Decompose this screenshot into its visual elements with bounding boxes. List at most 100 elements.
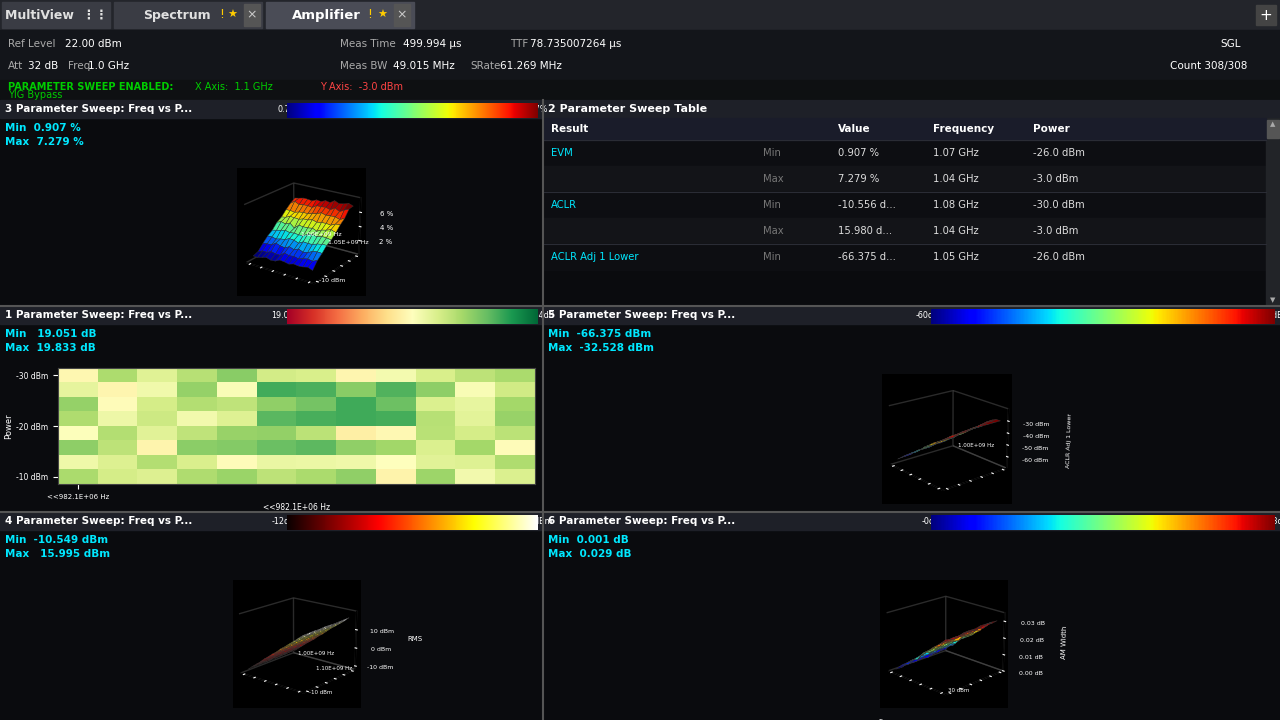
Text: Ref Level: Ref Level — [8, 39, 55, 49]
Text: 3 Parameter Sweep: Freq vs P...: 3 Parameter Sweep: Freq vs P... — [5, 104, 192, 114]
Bar — [543, 512, 1280, 530]
X-axis label: <<982.1E+06 Hz: <<982.1E+06 Hz — [262, 503, 330, 511]
Text: 32 dB: 32 dB — [28, 61, 59, 71]
Bar — [543, 140, 1266, 166]
Text: Max: Max — [763, 226, 783, 236]
Text: 7.7%: 7.7% — [527, 104, 548, 114]
Text: Power: Power — [1033, 124, 1070, 134]
Text: SGL: SGL — [1220, 39, 1240, 49]
Bar — [0, 100, 543, 118]
Text: -30.0 dBm: -30.0 dBm — [1033, 200, 1084, 210]
Bar — [114, 2, 262, 28]
Text: Min: Min — [763, 148, 781, 158]
Text: 1.04 GHz: 1.04 GHz — [933, 174, 979, 184]
Text: 0.03dB: 0.03dB — [1261, 516, 1280, 526]
Text: Att: Att — [8, 61, 23, 71]
Text: 19.04dB: 19.04dB — [271, 310, 303, 320]
Text: Min: Min — [763, 252, 781, 262]
Text: 61.269 MHz: 61.269 MHz — [500, 61, 562, 71]
Bar — [1267, 120, 1279, 138]
Text: 19.4dB: 19.4dB — [398, 310, 426, 320]
Text: ACLR Adj 1 Lower: ACLR Adj 1 Lower — [550, 252, 639, 262]
Text: Y Axis:  -3.0 dBm: Y Axis: -3.0 dBm — [320, 82, 403, 92]
Text: !: ! — [367, 9, 372, 22]
Text: Min  -10.549 dBm: Min -10.549 dBm — [5, 535, 108, 545]
Text: 1.04 GHz: 1.04 GHz — [933, 226, 979, 236]
Bar — [0, 512, 543, 530]
Text: Spectrum: Spectrum — [143, 9, 211, 22]
Text: X Axis:  1.1 GHz: X Axis: 1.1 GHz — [195, 82, 273, 92]
Text: 22.00 dBm: 22.00 dBm — [65, 39, 122, 49]
Text: 6%: 6% — [448, 104, 461, 114]
Text: Frequency: Frequency — [933, 124, 995, 134]
Text: 0.907 %: 0.907 % — [838, 148, 879, 158]
Text: ACLR: ACLR — [550, 200, 577, 210]
Text: 1.07 GHz: 1.07 GHz — [933, 148, 979, 158]
Bar — [0, 100, 1280, 720]
Bar — [1266, 118, 1280, 306]
Bar — [244, 4, 260, 26]
Bar — [1256, 5, 1276, 25]
Bar — [543, 306, 1280, 324]
Bar — [543, 218, 1266, 244]
Bar — [0, 0, 1280, 30]
Text: 1 Parameter Sweep: Freq vs P...: 1 Parameter Sweep: Freq vs P... — [5, 310, 192, 320]
Text: TTF: TTF — [509, 39, 529, 49]
Text: 4%: 4% — [365, 104, 378, 114]
Text: 15.980 d...: 15.980 d... — [838, 226, 892, 236]
Text: Min   19.051 dB: Min 19.051 dB — [5, 329, 96, 339]
Text: Min  0.001 dB: Min 0.001 dB — [548, 535, 628, 545]
Text: 0.01dB: 0.01dB — [1032, 516, 1060, 526]
Text: 1.05 GHz: 1.05 GHz — [933, 252, 979, 262]
Bar — [266, 2, 413, 28]
Y-axis label: Power: Power — [992, 514, 1014, 526]
Text: ★: ★ — [227, 10, 237, 20]
Text: 499.994 µs: 499.994 µs — [403, 39, 462, 49]
Bar — [543, 244, 1266, 270]
Text: Result: Result — [550, 124, 589, 134]
Bar — [543, 100, 1280, 306]
Text: SRate: SRate — [470, 61, 500, 71]
Text: Max   15.995 dBm: Max 15.995 dBm — [5, 549, 110, 559]
Bar — [0, 306, 543, 324]
Bar — [0, 80, 1280, 100]
Text: Max  0.029 dB: Max 0.029 dB — [548, 549, 631, 559]
Text: +: + — [1260, 7, 1272, 22]
Text: 0.02dB: 0.02dB — [1147, 516, 1175, 526]
Text: ▲: ▲ — [1270, 121, 1276, 127]
Text: Value: Value — [838, 124, 870, 134]
Text: ×: × — [247, 9, 257, 22]
Text: 0.7%: 0.7% — [278, 104, 297, 114]
Text: ★: ★ — [378, 10, 387, 20]
Text: 78.735007264 µs: 78.735007264 µs — [530, 39, 621, 49]
Text: 2 Parameter Sweep Table: 2 Parameter Sweep Table — [548, 104, 707, 114]
Text: -3.0 dBm: -3.0 dBm — [1033, 226, 1078, 236]
Text: 7.279 %: 7.279 % — [838, 174, 879, 184]
Text: -60dBm: -60dBm — [915, 310, 947, 320]
Text: 6 Parameter Sweep: Freq vs P...: 6 Parameter Sweep: Freq vs P... — [548, 516, 735, 526]
Text: -20dBm: -20dBm — [1260, 310, 1280, 320]
Text: -26.0 dBm: -26.0 dBm — [1033, 148, 1085, 158]
Bar — [3, 2, 110, 28]
Text: Min  0.907 %: Min 0.907 % — [5, 123, 81, 133]
Text: -0dB: -0dB — [922, 516, 941, 526]
Text: ×: × — [397, 9, 407, 22]
Text: Meas BW: Meas BW — [340, 61, 388, 71]
Text: Max  19.833 dB: Max 19.833 dB — [5, 343, 96, 353]
Text: Min: Min — [763, 200, 781, 210]
Text: Min  -66.375 dBm: Min -66.375 dBm — [548, 329, 652, 339]
Text: -3.0 dBm: -3.0 dBm — [1033, 174, 1078, 184]
Text: 19.84dB: 19.84dB — [521, 310, 554, 320]
Text: 18dBm: 18dBm — [524, 516, 552, 526]
Bar — [394, 4, 410, 26]
Bar — [543, 166, 1266, 192]
Text: YIG Bypass: YIG Bypass — [8, 90, 63, 100]
Text: -12dBm: -12dBm — [271, 516, 303, 526]
Text: Max  -32.528 dBm: Max -32.528 dBm — [548, 343, 654, 353]
Bar — [543, 118, 1266, 140]
Bar — [543, 100, 1280, 118]
Text: 0dBm: 0dBm — [401, 516, 425, 526]
Text: Count 308/308: Count 308/308 — [1170, 61, 1248, 71]
Text: Amplifier: Amplifier — [292, 9, 361, 22]
Text: -50dBm: -50dBm — [1087, 310, 1119, 320]
